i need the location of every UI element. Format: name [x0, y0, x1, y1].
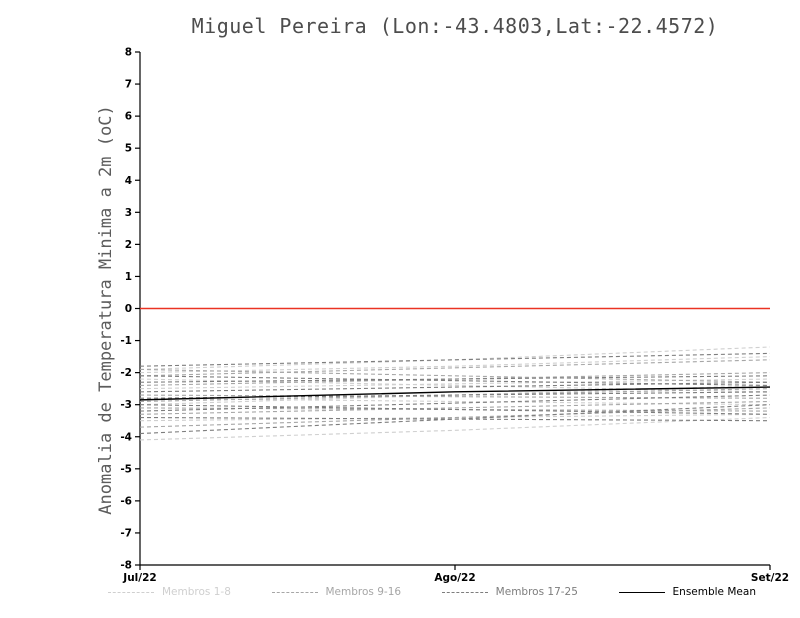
y-tick-label: 0 — [125, 303, 132, 315]
legend-item: Ensemble Mean — [618, 586, 756, 598]
y-tick-label: 1 — [125, 271, 132, 283]
y-tick-label: -2 — [120, 367, 132, 379]
chart-title: Miguel Pereira (Lon:-43.4803,Lat:-22.457… — [191, 14, 719, 38]
series-line-membro-22 — [139, 404, 771, 415]
series-line-membro-10 — [139, 359, 771, 377]
legend-swatch — [271, 591, 318, 593]
legend-item: Membros 17-25 — [441, 586, 578, 598]
y-tick-label: 8 — [125, 47, 132, 59]
series-line-membro-23 — [139, 394, 771, 412]
y-tick-label: 5 — [125, 143, 132, 155]
legend-swatch — [441, 591, 488, 593]
y-tick-label: -4 — [120, 431, 132, 443]
series-line-membro-2 — [139, 356, 771, 374]
y-tick-label: 4 — [125, 175, 132, 187]
y-tick-label: -3 — [120, 399, 132, 411]
legend-label: Membros 9-16 — [325, 586, 402, 598]
legend-swatch — [108, 591, 154, 593]
y-tick-label: -5 — [120, 463, 132, 475]
legend-label: Membros 17-25 — [495, 586, 578, 598]
legend-item: Membros 1-8 — [108, 586, 231, 598]
series-line-membro-16 — [139, 407, 771, 428]
y-tick-label: 7 — [125, 79, 132, 91]
x-tick-label: Set/22 — [751, 572, 789, 584]
series-line-membro-20 — [139, 381, 771, 393]
series-line-membro-9 — [139, 368, 771, 383]
legend-swatch — [618, 591, 665, 593]
legend-label: Membros 1-8 — [162, 586, 231, 598]
x-tick-label: Ago/22 — [434, 572, 475, 584]
series-line-membro-19 — [139, 375, 771, 383]
legend: Membros 1-8 Membros 9-16 Membros 17-25 Ense… — [108, 586, 756, 598]
y-tick-label: 3 — [125, 207, 132, 219]
series-line-membro-15 — [139, 400, 771, 415]
series-line-membro-25 — [139, 404, 771, 435]
y-tick-label: -8 — [120, 560, 132, 572]
legend-label: Ensemble Mean — [672, 586, 756, 598]
series-line-membro-17 — [139, 352, 771, 367]
series-line-ensemble-mean — [139, 386, 771, 401]
y-tick-label: 6 — [125, 111, 132, 123]
legend-item: Membros 9-16 — [271, 586, 402, 598]
y-tick-label: -6 — [120, 495, 132, 507]
series-line-membro-8 — [139, 416, 771, 441]
y-tick-label: -1 — [120, 335, 132, 347]
y-tick-label: -7 — [120, 527, 132, 539]
y-tick-label: 2 — [125, 239, 132, 251]
x-tick-label: Jul/22 — [122, 572, 156, 584]
